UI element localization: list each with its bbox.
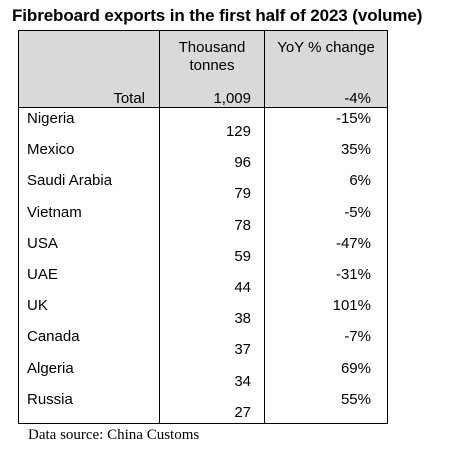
change-value: 69% <box>340 359 371 377</box>
header-change: YoY % change <box>277 39 375 56</box>
volume-value: 34 <box>234 372 251 390</box>
change-value: -5% <box>344 203 371 221</box>
country-name: Canada <box>27 328 80 346</box>
country-name: Mexico <box>27 141 75 159</box>
chart-title: Fibreboard exports in the first half of … <box>12 6 423 25</box>
country-name: Saudi Arabia <box>27 172 113 190</box>
volume-value: 44 <box>234 279 251 296</box>
volume-value: 79 <box>234 185 251 203</box>
change-value: 35% <box>340 141 371 159</box>
change-value: -15% <box>335 110 371 127</box>
volume-value: 27 <box>234 403 251 421</box>
change-value: -47% <box>335 234 371 252</box>
country-name: UK <box>27 297 48 315</box>
change-value: -7% <box>344 328 371 346</box>
volume-value: 38 <box>234 310 251 328</box>
country-name: Algeria <box>27 359 74 377</box>
country-name: UAE <box>27 266 58 283</box>
change-value: -31% <box>335 266 371 283</box>
volume-value: 129 <box>225 123 251 140</box>
volume-value: 37 <box>234 341 251 359</box>
country-name: Vietnam <box>27 203 82 221</box>
column-divider-2 <box>264 31 265 423</box>
country-name: Russia <box>27 390 73 408</box>
total-change: -4% <box>344 90 371 107</box>
country-name: USA <box>27 234 58 252</box>
total-label: Total <box>113 90 145 107</box>
change-value: 55% <box>340 390 371 408</box>
volume-value: 78 <box>234 216 251 234</box>
total-volume: 1,009 <box>213 90 251 107</box>
header-volume: Thousand tonnes <box>178 39 246 74</box>
exports-table: Thousand tonnes YoY % change Total 1,009 -… <box>18 30 388 424</box>
header-divider <box>19 107 387 108</box>
country-name: Nigeria <box>27 110 75 127</box>
data-source: Data source: China Customs <box>28 427 200 443</box>
change-value: 101% <box>332 297 371 315</box>
change-value: 6% <box>349 172 371 190</box>
column-divider-1 <box>159 31 160 423</box>
volume-value: 59 <box>234 247 251 265</box>
volume-value: 96 <box>234 154 251 172</box>
table-header-band <box>19 31 387 107</box>
